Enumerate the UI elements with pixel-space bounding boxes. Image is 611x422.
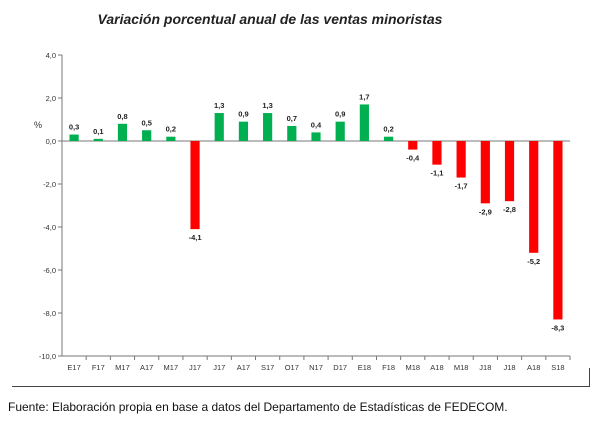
data-label: 0,9 — [335, 110, 345, 119]
data-label: 0,9 — [238, 110, 248, 119]
bar — [383, 136, 394, 141]
x-tick-label: F18 — [382, 363, 395, 372]
y-tick-label: -8,0 — [43, 309, 56, 318]
data-label: -8,3 — [551, 323, 564, 332]
bar — [480, 141, 490, 204]
data-label: -1,1 — [430, 169, 443, 178]
data-label: 0,1 — [93, 127, 103, 136]
caption-divider — [12, 386, 590, 387]
source-caption: Fuente: Elaboración propia en base a dat… — [8, 400, 508, 414]
x-tick-label: M18 — [405, 363, 420, 372]
data-label: -2,8 — [503, 205, 516, 214]
bar — [456, 141, 466, 178]
bar — [93, 138, 103, 141]
bars — [69, 104, 563, 320]
data-label: -4,1 — [189, 233, 202, 242]
chart-canvas: Variación porcentual anual de las ventas… — [34, 11, 571, 372]
data-label: 0,7 — [287, 114, 297, 123]
data-label: 1,7 — [359, 92, 369, 101]
y-axis-unit: % — [34, 120, 42, 130]
y-tick-label: -4,0 — [43, 223, 56, 232]
data-label: -2,9 — [479, 207, 492, 216]
data-label: 1,3 — [262, 101, 272, 110]
x-tick-label: S17 — [261, 363, 274, 372]
x-tick-label: D17 — [333, 363, 347, 372]
data-label: -5,2 — [527, 257, 540, 266]
bar — [238, 121, 249, 141]
bar — [553, 141, 563, 320]
x-tick-label: A18 — [527, 363, 540, 372]
x-tick-label: J17 — [213, 363, 225, 372]
data-label: 0,5 — [141, 118, 151, 127]
x-tick-label: A17 — [140, 363, 153, 372]
bar — [117, 123, 128, 141]
bar — [359, 104, 369, 141]
bar — [408, 141, 418, 150]
bar — [432, 141, 442, 165]
bar — [142, 130, 152, 141]
data-label: 0,2 — [166, 125, 176, 134]
data-label: 0,8 — [117, 112, 127, 121]
y-tick-label: -10,0 — [39, 352, 56, 361]
x-tick-label: O17 — [285, 363, 299, 372]
x-tick-label: A18 — [430, 363, 443, 372]
bar — [263, 113, 273, 141]
bar — [311, 132, 321, 141]
bar — [504, 141, 515, 202]
data-label: -1,7 — [455, 182, 468, 191]
x-tick-label: E18 — [358, 363, 371, 372]
data-label: -0,4 — [406, 154, 420, 163]
x-tick-label: J18 — [503, 363, 515, 372]
data-label: 0,2 — [383, 125, 393, 134]
y-tick-label: 4,0 — [46, 51, 56, 60]
bar — [69, 134, 79, 141]
x-tick-label: A17 — [237, 363, 250, 372]
bar — [166, 136, 176, 141]
data-label: 0,3 — [69, 123, 79, 132]
bar — [214, 113, 224, 141]
bar — [529, 141, 539, 253]
data-label: 0,4 — [311, 120, 322, 129]
x-tick-label: M17 — [115, 363, 130, 372]
bar — [287, 125, 297, 141]
x-tick-label: M17 — [164, 363, 179, 372]
y-tick-label: -6,0 — [43, 266, 56, 275]
y-tick-label: 2,0 — [46, 94, 56, 103]
x-tick-label: M18 — [454, 363, 469, 372]
y-tick-label: 0,0 — [46, 137, 56, 146]
x-tick-label: F17 — [92, 363, 105, 372]
frame-edge — [589, 368, 590, 386]
x-tick-label: E17 — [67, 363, 80, 372]
bar — [190, 141, 200, 230]
x-tick-label: N17 — [309, 363, 323, 372]
data-labels: 0,3 0,1 0,8 0,5 0,2 -4,1 1,3 0,9 1,3 0,7 0,4 0,9 1,7… — [69, 92, 564, 332]
bar — [335, 121, 345, 141]
data-label: 1,3 — [214, 101, 224, 110]
chart-title: Variación porcentual anual de las ventas… — [98, 11, 443, 27]
x-tick-label: J17 — [189, 363, 201, 372]
x-tick-label: S18 — [551, 363, 564, 372]
y-tick-label: -2,0 — [43, 180, 56, 189]
x-tick-label: J18 — [479, 363, 491, 372]
